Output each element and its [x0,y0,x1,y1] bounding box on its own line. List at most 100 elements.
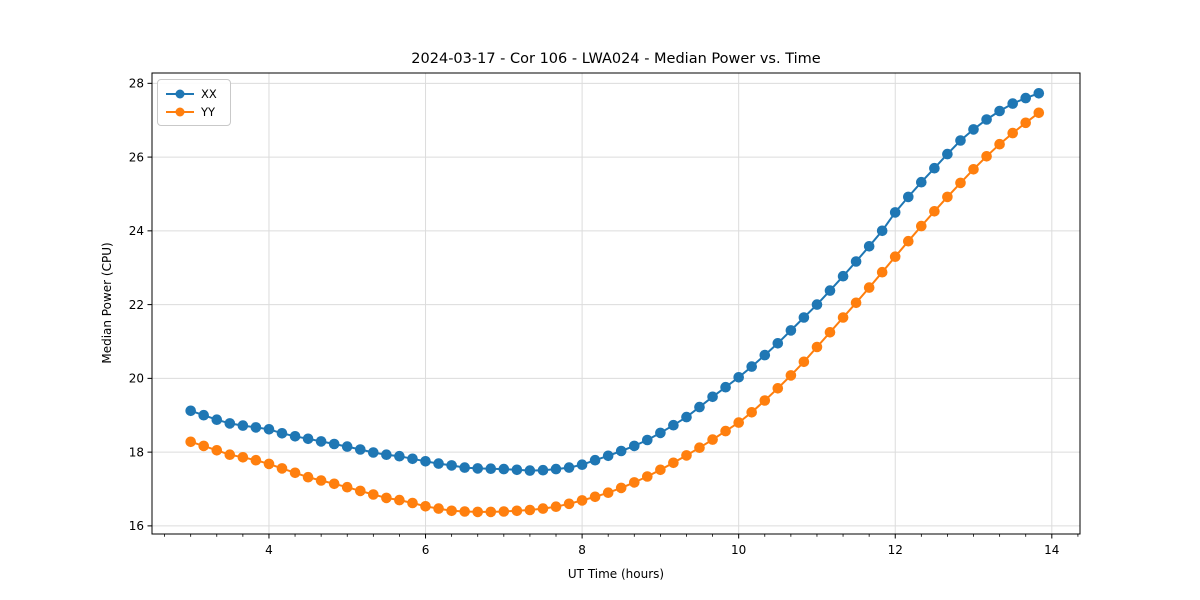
data-point-XX [889,207,901,218]
data-point-XX [511,464,523,476]
data-point-YY [459,506,471,517]
data-point-XX [629,440,640,452]
data-point-XX [237,420,249,431]
x-axis-label: UT Time (hours) [567,567,665,581]
data-point-XX [694,401,705,413]
data-point-XX [903,191,914,203]
data-point-YY [746,407,757,418]
data-point-XX [576,459,588,471]
data-point-YY [798,356,810,368]
data-point-YY [576,495,588,506]
data-point-YY [602,487,614,499]
data-point-YY [185,436,196,448]
data-point-YY [237,452,249,463]
data-point-YY [1020,117,1031,129]
data-point-YY [485,506,497,518]
data-point-XX [981,114,992,125]
data-point-YY [772,383,784,394]
data-point-YY [355,485,366,497]
data-point-XX [929,162,940,174]
data-point-XX [681,411,692,423]
data-point-XX [785,325,797,336]
data-point-XX [746,361,757,372]
data-point-XX [472,463,484,474]
data-point-XX [315,436,327,447]
data-point-YY [211,445,223,456]
data-point-XX [289,431,301,442]
data-point-YY [446,505,457,517]
data-point-XX [811,299,823,310]
data-point-YY [289,467,301,479]
legend: XX YY [157,79,231,126]
data-point-YY [837,312,849,323]
data-point-XX [772,338,784,349]
y-axis-label: Median Power (CPU) [100,242,114,364]
data-point-XX [863,241,875,252]
y-tick-label: 18 [129,445,144,459]
data-point-XX [942,148,953,160]
data-point-YY [537,503,549,514]
yy-line-marker-icon [166,107,194,117]
data-point-XX [420,456,431,467]
data-point-XX [524,465,536,476]
data-point-YY [981,151,992,162]
x-tick-label: 10 [731,543,746,557]
axes-spines [151,72,1081,535]
data-point-YY [720,425,731,437]
data-point-YY [629,477,640,488]
x-tick-label: 6 [422,543,430,557]
data-point-YY [276,463,288,474]
data-point-YY [302,471,314,483]
legend-item-xx: XX [166,85,222,103]
data-point-YY [381,492,392,504]
data-point-YY [968,164,979,175]
data-point-YY [407,497,418,509]
data-point-YY [824,327,836,338]
y-tick-label: 16 [129,519,144,533]
data-point-YY [550,501,562,512]
y-tick-label: 22 [129,298,144,312]
data-point-XX [824,285,836,296]
data-point-YY [694,442,705,454]
data-point-XX [537,464,549,476]
data-point-XX [1033,88,1045,99]
data-point-XX [668,419,679,431]
data-point-XX [355,444,366,455]
data-point-XX [720,381,731,393]
data-point-XX [602,450,614,462]
data-point-YY [903,235,914,247]
data-point-XX [837,270,849,282]
data-point-YY [916,220,927,232]
data-point-XX [563,462,575,473]
data-point-YY [942,191,953,203]
data-point-XX [642,434,653,446]
data-point-YY [563,498,575,510]
data-point-XX [759,349,771,361]
data-point-XX [955,135,966,146]
data-point-YY [733,417,744,428]
data-point-XX [302,433,314,445]
data-point-XX [485,463,497,475]
data-point-YY [642,471,653,482]
data-point-YY [811,341,823,353]
data-point-XX [263,424,275,435]
data-point-YY [198,440,209,452]
data-point-YY [524,504,536,516]
x-tick-label: 4 [265,543,273,557]
y-tick-label: 20 [129,372,144,386]
data-point-XX [446,460,457,471]
data-point-XX [589,454,601,466]
data-point-YY [655,464,666,476]
data-point-YY [707,434,718,445]
data-point-YY [394,494,405,506]
data-point-XX [850,256,862,267]
data-point-YY [250,454,262,466]
data-point-YY [498,506,510,517]
data-point-XX [707,391,718,403]
data-point-XX [876,225,888,237]
data-point-XX [1020,92,1031,104]
y-tick-label: 24 [129,224,144,238]
data-point-XX [550,463,562,475]
